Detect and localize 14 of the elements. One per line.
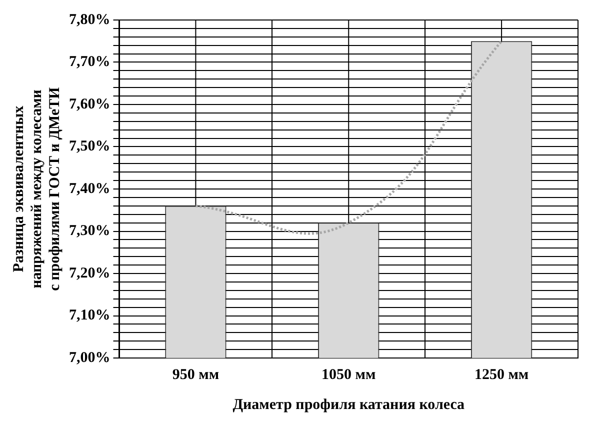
x-axis-title: Диаметр профиля катания колеса xyxy=(232,396,466,413)
y-tick-label: 7,20% xyxy=(69,265,110,282)
y-tick-label: 7,60% xyxy=(69,96,110,112)
y-tick-label: 7,50% xyxy=(69,138,110,155)
y-axis-title: Разница эквивалентных напряжений между колесами с профилями ГОСТ и ДМеТИ xyxy=(10,86,63,291)
x-tick-label: 1250 мм xyxy=(474,366,529,383)
y-tick-label: 7,80% xyxy=(69,12,110,28)
y-tick-label: 7,10% xyxy=(69,308,110,324)
x-tick-label: 1050 мм xyxy=(322,366,376,383)
y-tick-label: 7,30% xyxy=(69,223,110,240)
y-tick-label: 7,70% xyxy=(69,54,110,70)
y-tick-label: 7,00% xyxy=(69,350,110,366)
x-tick-label: 950 мм xyxy=(172,366,220,383)
y-tick-label: 7,40% xyxy=(69,180,110,197)
